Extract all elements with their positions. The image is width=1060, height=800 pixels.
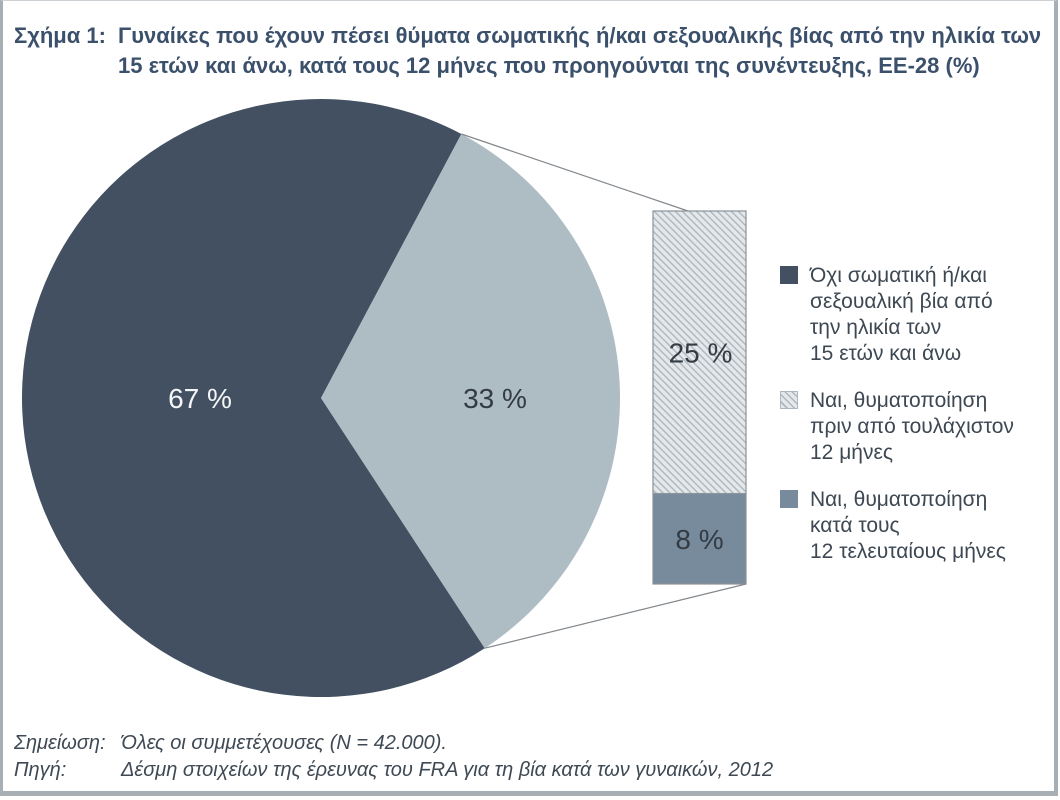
legend-swatch-dark-square-icon <box>780 266 798 284</box>
legend-item-text: Ναι, θυματοποίηση πριν από τουλάχιστον 1… <box>810 388 1014 466</box>
bar-label-8-percent: 8 % <box>675 524 723 555</box>
figure-label: Σχήμα 1: <box>14 23 106 48</box>
legend-item-text: Όχι σωματική ή/και σεξουαλική βία από τη… <box>810 263 993 367</box>
figure-title-line2: 15 ετών και άνω, κατά τους 12 μήνες που … <box>118 53 980 78</box>
legend-line: 15 ετών και άνω <box>810 342 962 365</box>
legend-line: πριν από τουλάχιστον <box>810 415 1014 438</box>
legend-line: Ναι, θυματοποίηση <box>810 488 988 511</box>
legend-item-no-violence: Όχι σωματική ή/και σεξουαλική βία από τη… <box>780 263 1052 367</box>
bar-segment-before-12-months <box>652 210 747 495</box>
connector-line-bottom <box>484 583 747 649</box>
legend-line: Ναι, θυματοποίηση <box>810 389 988 412</box>
legend-item-text: Ναι, θυματοποίηση κατά τους 12 τελευταίο… <box>810 487 1006 565</box>
legend-item-last-12-months: Ναι, θυματοποίηση κατά τους 12 τελευταίο… <box>780 487 1052 565</box>
legend-line: κατά τους <box>810 514 900 537</box>
source-label: Πηγή: <box>14 759 67 781</box>
legend-line: 12 μήνες <box>810 441 893 464</box>
bar-segment-last-12-months <box>652 492 747 585</box>
pie-slice-no-violence <box>21 98 485 698</box>
connector-line-top <box>461 133 689 212</box>
source-text: Δέσμη στοιχείων της έρευνας του FRA για … <box>121 759 774 781</box>
source-row: Πηγή: Δέσμη στοιχείων της έρευνας του FR… <box>14 757 773 784</box>
figure-title: Σχήμα 1: Γυναίκες που έχουν πέσει θύματα… <box>14 21 1041 81</box>
legend-item-before-12-months: Ναι, θυματοποίηση πριν από τουλάχιστον 1… <box>780 388 1052 466</box>
note-label: Σημείωση: <box>14 732 106 754</box>
figure-notes: Σημείωση: Όλες οι συμμετέχουσες (N = 42.… <box>14 730 773 784</box>
legend-swatch-hatched-square-icon <box>780 391 798 409</box>
note-row: Σημείωση: Όλες οι συμμετέχουσες (N = 42.… <box>14 730 773 757</box>
figure-title-line1: Γυναίκες που έχουν πέσει θύματα σωματική… <box>118 23 1042 48</box>
legend-line: σεξουαλική βία από <box>810 290 993 313</box>
legend-line: Όχι σωματική ή/και <box>810 264 987 287</box>
pie-slice-yes-victimisation <box>321 133 620 649</box>
legend-line: 12 τελευταίους μήνες <box>810 540 1006 563</box>
pie-label-33-percent: 33 % <box>463 383 527 414</box>
pie-label-67-percent: 67 % <box>168 383 232 414</box>
chart-legend: Όχι σωματική ή/και σεξουαλική βία από τη… <box>780 263 1052 586</box>
bar-label-25-percent: 25 % <box>669 337 733 368</box>
legend-swatch-gray-square-icon <box>780 490 798 508</box>
note-text: Όλες οι συμμετέχουσες (N = 42.000). <box>121 732 447 754</box>
figure-title-text: Γυναίκες που έχουν πέσει θύματα σωματική… <box>118 21 1041 81</box>
legend-line: την ηλικία των <box>810 316 942 339</box>
